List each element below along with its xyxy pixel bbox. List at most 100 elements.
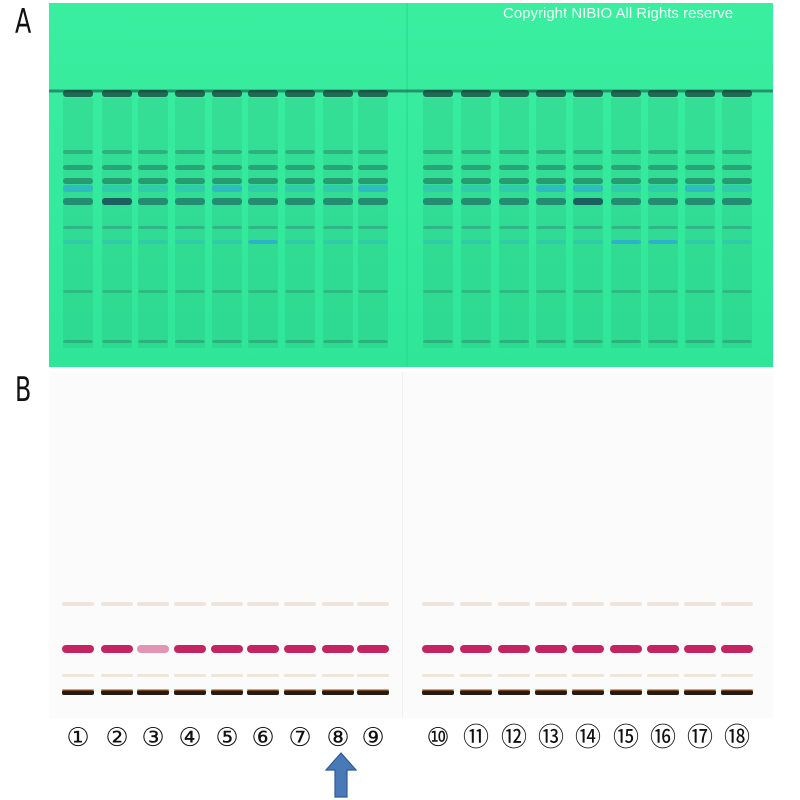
tlc-band bbox=[573, 198, 603, 205]
tlc-band bbox=[138, 90, 168, 97]
tlc-band bbox=[175, 178, 205, 184]
tlc-band bbox=[358, 178, 388, 184]
lane-streak bbox=[685, 98, 715, 348]
tlc-band bbox=[722, 165, 752, 170]
tlc-band bbox=[461, 90, 491, 97]
faint-band bbox=[498, 602, 530, 606]
tlc-band bbox=[248, 226, 278, 229]
magenta-band bbox=[572, 645, 604, 653]
origin-band-edge bbox=[174, 689, 206, 691]
faint-band bbox=[572, 602, 604, 606]
tlc-band bbox=[611, 226, 641, 229]
tlc-band bbox=[536, 185, 566, 192]
tlc-band bbox=[285, 240, 315, 244]
tlc-band bbox=[248, 178, 278, 184]
tlc-band bbox=[536, 290, 566, 293]
tlc-band bbox=[285, 185, 315, 192]
tlc-band bbox=[138, 150, 168, 154]
tlc-band bbox=[358, 240, 388, 244]
tlc-band bbox=[63, 150, 93, 154]
tlc-band bbox=[285, 290, 315, 293]
lane-streak bbox=[358, 98, 388, 348]
tlc-band bbox=[423, 340, 453, 343]
faint-band bbox=[610, 602, 642, 606]
tlc-band bbox=[461, 240, 491, 244]
tlc-band bbox=[573, 340, 603, 343]
tlc-band bbox=[423, 178, 453, 184]
tlc-band bbox=[611, 178, 641, 184]
origin-band bbox=[647, 690, 679, 695]
tlc-band bbox=[138, 240, 168, 244]
faint-band bbox=[460, 602, 492, 606]
tlc-band bbox=[175, 340, 205, 343]
lane-number: ⑮ bbox=[612, 723, 639, 753]
lane-number: ① bbox=[66, 723, 90, 753]
tlc-band bbox=[285, 90, 315, 97]
faint-band bbox=[610, 674, 642, 677]
tlc-band bbox=[685, 226, 715, 229]
origin-band bbox=[572, 690, 604, 695]
tlc-band bbox=[536, 90, 566, 97]
tlc-band bbox=[175, 165, 205, 170]
panel-label-b: B bbox=[15, 370, 32, 410]
faint-band bbox=[684, 674, 716, 677]
lane-number: ⑭ bbox=[574, 723, 601, 753]
tlc-band bbox=[722, 185, 752, 192]
magenta-band bbox=[211, 645, 243, 653]
faint-band bbox=[211, 674, 243, 677]
tlc-band bbox=[212, 178, 242, 184]
tlc-band bbox=[648, 240, 678, 244]
lane-number: ⑨ bbox=[361, 723, 385, 753]
arrow-up-icon bbox=[325, 752, 357, 798]
tlc-band bbox=[175, 240, 205, 244]
tlc-band bbox=[611, 198, 641, 205]
tlc-band bbox=[63, 165, 93, 170]
lane-number: ⑥ bbox=[251, 723, 275, 753]
tlc-band bbox=[423, 185, 453, 192]
faint-band bbox=[357, 674, 389, 677]
faint-band bbox=[422, 602, 454, 606]
tlc-band bbox=[323, 178, 353, 184]
lane-streak bbox=[63, 98, 93, 348]
magenta-band bbox=[357, 645, 389, 653]
lane-number: ③ bbox=[141, 723, 165, 753]
tlc-band bbox=[102, 340, 132, 343]
tlc-band bbox=[63, 198, 93, 205]
tlc-band bbox=[358, 165, 388, 170]
tlc-band bbox=[323, 150, 353, 154]
lane-number: ⑫ bbox=[500, 723, 527, 753]
lane-number: ⑰ bbox=[686, 723, 713, 753]
origin-band bbox=[211, 690, 243, 695]
origin-band-edge bbox=[498, 689, 530, 691]
tlc-band bbox=[648, 290, 678, 293]
tlc-band bbox=[461, 290, 491, 293]
tlc-band bbox=[722, 198, 752, 205]
lane-number: ④ bbox=[178, 723, 202, 753]
tlc-band bbox=[648, 185, 678, 192]
tlc-band bbox=[722, 90, 752, 97]
tlc-band bbox=[248, 198, 278, 205]
tlc-band bbox=[685, 178, 715, 184]
tlc-band bbox=[423, 90, 453, 97]
tlc-band bbox=[175, 185, 205, 192]
lane-streak bbox=[536, 98, 566, 348]
tlc-band bbox=[323, 165, 353, 170]
faint-band bbox=[247, 602, 279, 606]
tlc-band bbox=[648, 226, 678, 229]
lane-number: ⑧ bbox=[326, 723, 350, 753]
origin-band-edge bbox=[357, 689, 389, 691]
origin-band bbox=[174, 690, 206, 695]
origin-band-edge bbox=[721, 689, 753, 691]
tlc-band bbox=[461, 198, 491, 205]
tlc-band bbox=[212, 240, 242, 244]
origin-band-edge bbox=[422, 689, 454, 691]
tlc-band bbox=[323, 90, 353, 97]
tlc-band bbox=[323, 290, 353, 293]
faint-band bbox=[101, 602, 133, 606]
tlc-band bbox=[138, 226, 168, 229]
tlc-band bbox=[648, 198, 678, 205]
tlc-band bbox=[685, 290, 715, 293]
magenta-band bbox=[137, 645, 169, 653]
tlc-band bbox=[175, 198, 205, 205]
tlc-band bbox=[573, 226, 603, 229]
